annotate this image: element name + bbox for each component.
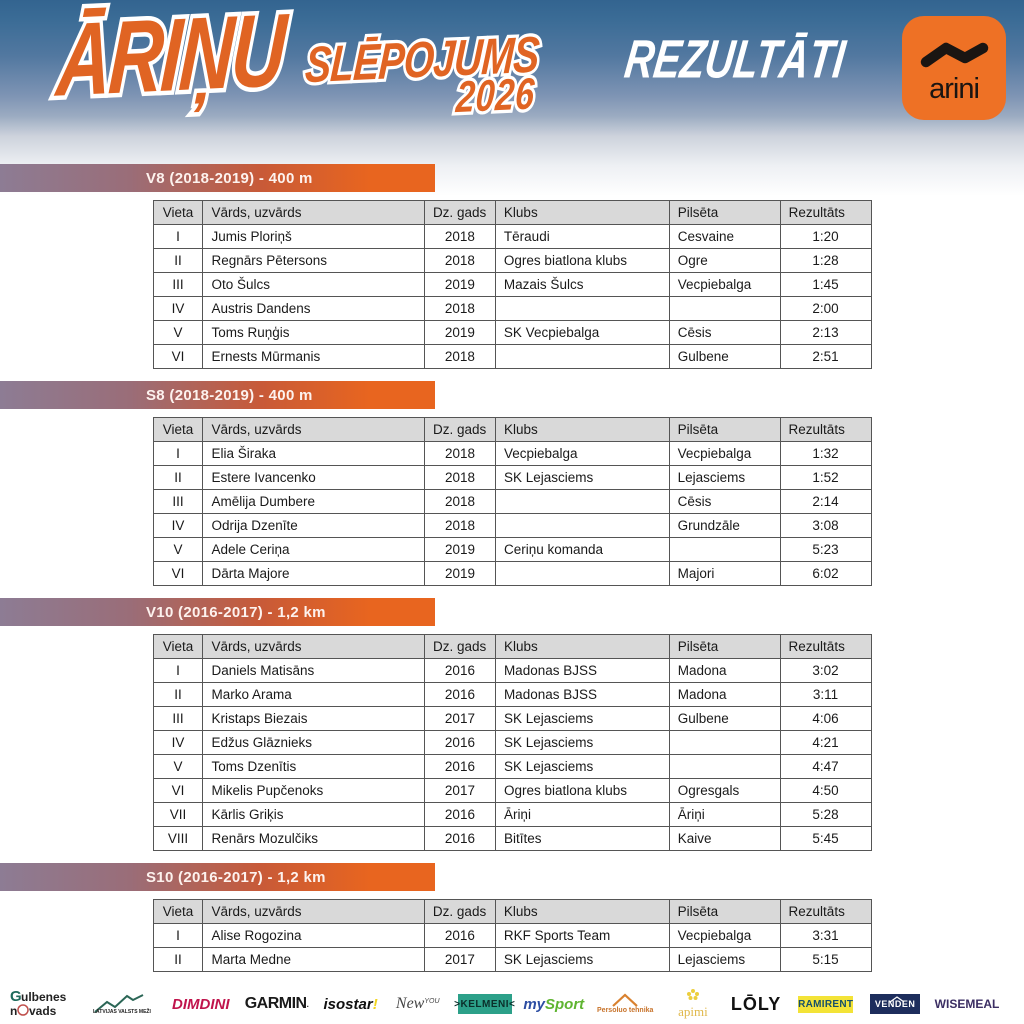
- svg-text:vads: vads: [29, 1004, 57, 1018]
- svg-text:n: n: [10, 1004, 17, 1018]
- svg-text:LATVIJAS VALSTS MEŽI: LATVIJAS VALSTS MEŽI: [93, 1007, 151, 1014]
- svg-text:ulbenes: ulbenes: [21, 990, 67, 1004]
- svg-text:G: G: [10, 988, 22, 1005]
- svg-text:arini: arini: [929, 73, 979, 105]
